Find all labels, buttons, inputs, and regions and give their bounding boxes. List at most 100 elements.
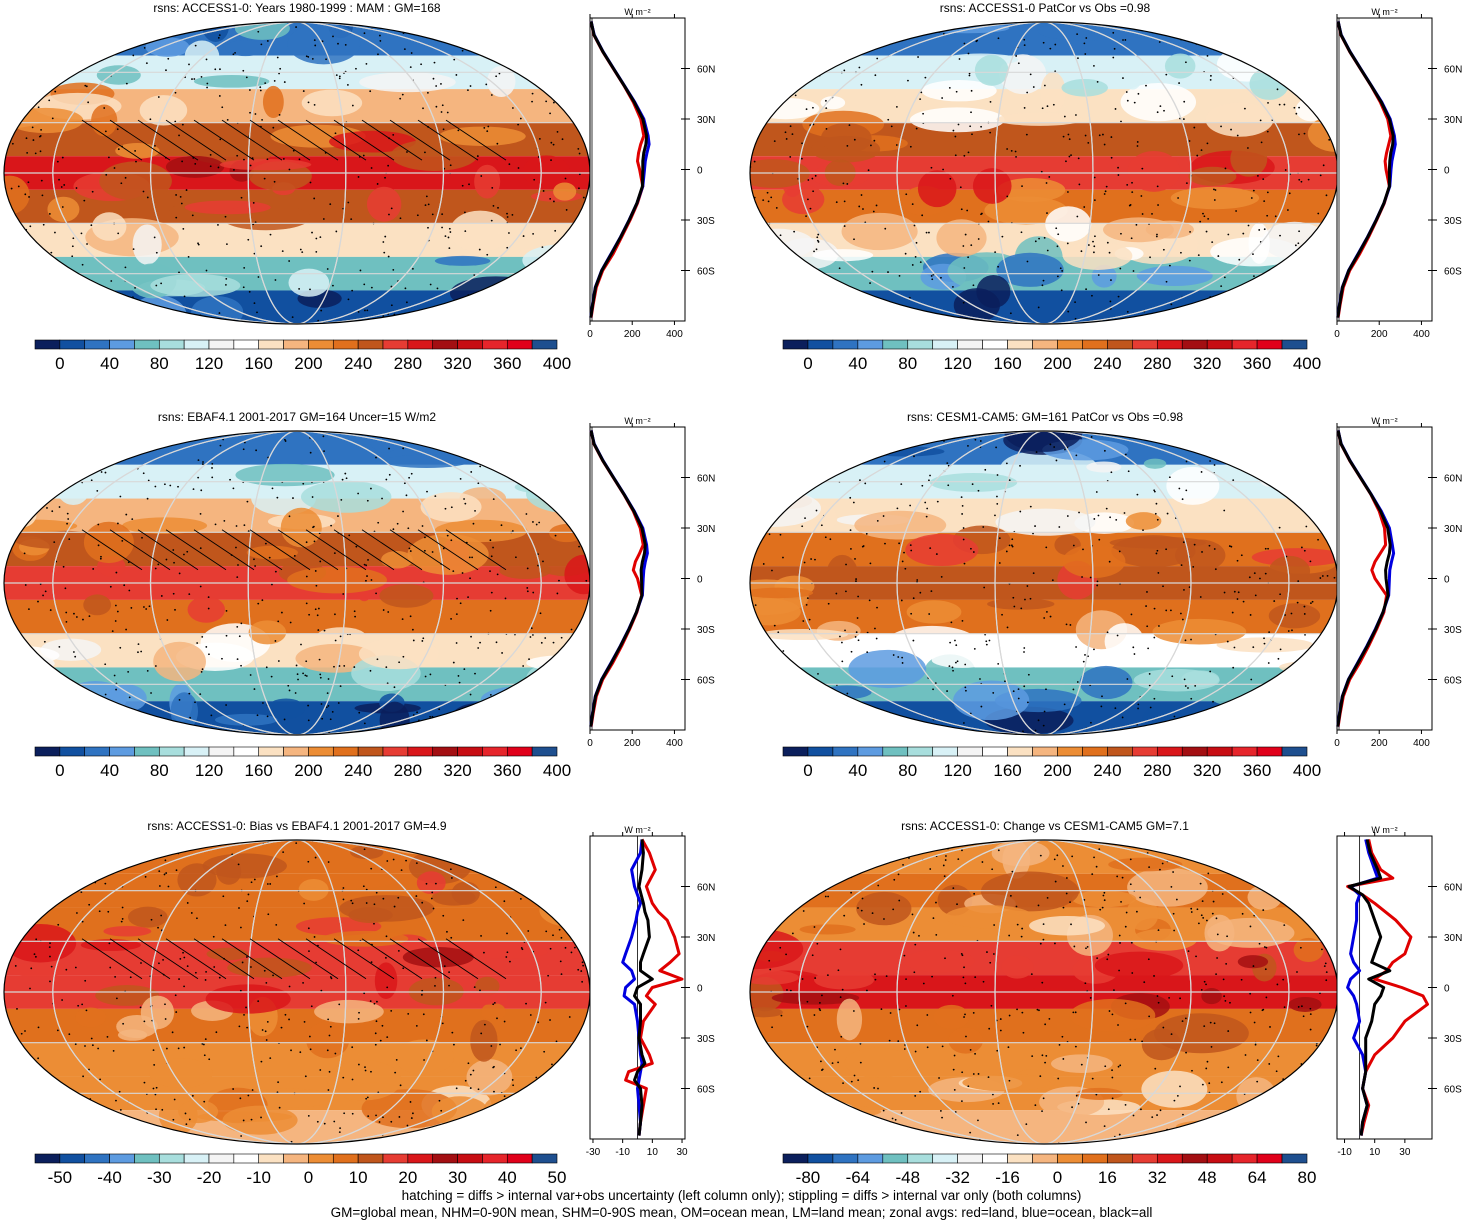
stipple-dot	[533, 178, 536, 181]
field-blob	[383, 454, 470, 468]
stipple-dot	[1182, 118, 1185, 120]
field-blob	[4, 868, 72, 906]
stipple-dot	[253, 302, 256, 304]
stipple-dot	[174, 120, 177, 123]
stipple-dot	[955, 644, 958, 647]
stipple-dot	[1156, 549, 1159, 552]
stipple-dot	[852, 716, 855, 718]
colorbar-tick-label: -32	[945, 1168, 970, 1187]
stipple-dot	[294, 692, 297, 694]
stipple-dot	[1244, 1054, 1247, 1056]
stipple-dot	[1273, 878, 1276, 881]
stipple-dot	[379, 40, 382, 42]
stipple-dot	[1029, 597, 1032, 600]
stipple-dot	[1021, 927, 1024, 930]
stipple-dot	[1214, 189, 1217, 191]
stipple-dot	[1225, 962, 1228, 965]
stipple-dot	[930, 166, 933, 169]
stipple-dot	[1249, 1011, 1252, 1014]
stipple-dot	[364, 309, 366, 312]
stipple-dot	[1137, 92, 1140, 95]
stipple-dot	[880, 1008, 883, 1011]
zonal-xtick-label: 400	[1413, 738, 1430, 749]
stipple-dot	[1258, 872, 1261, 875]
stipple-dot	[556, 592, 559, 595]
stipple-dot	[1039, 854, 1042, 857]
stipple-dot	[1248, 452, 1250, 455]
stipple-dot	[1296, 435, 1298, 438]
stipple-dot	[1163, 109, 1165, 112]
stipple-dot	[794, 94, 797, 97]
field-blob	[1120, 83, 1197, 122]
stipple-dot	[217, 166, 220, 169]
stipple-dot	[545, 930, 548, 933]
stipple-dot	[944, 957, 946, 960]
stipple-dot	[427, 226, 429, 229]
stipple-dot	[434, 882, 437, 885]
colorbar-swatch	[208, 1153, 235, 1164]
colorbar-swatch	[1007, 1153, 1033, 1164]
stipple-dot	[247, 530, 250, 533]
stipple-dot	[848, 124, 851, 127]
colorbar-swatch	[183, 746, 210, 757]
field-blob	[12, 1130, 107, 1144]
colorbar-swatch	[932, 746, 958, 757]
stipple-dot	[522, 235, 525, 237]
stipple-dot	[920, 91, 923, 94]
stipple-dot	[432, 77, 435, 80]
stipple-dot	[506, 212, 508, 215]
stipple-dot	[819, 1009, 822, 1012]
stipple-dot	[11, 698, 14, 701]
stipple-dot	[223, 519, 226, 522]
stipple-dot	[1041, 981, 1044, 984]
stipple-dot	[784, 131, 787, 134]
stipple-dot	[768, 684, 771, 687]
stipple-dot	[40, 54, 43, 56]
hatch-line	[333, 938, 395, 980]
hatch-line	[193, 119, 255, 161]
stipple-dot	[1291, 445, 1294, 447]
stipple-dot	[118, 1090, 121, 1093]
stipple-dot	[1006, 626, 1009, 629]
stipple-dot	[1203, 843, 1206, 845]
stipple-dot	[269, 424, 271, 426]
stipple-dot	[581, 961, 584, 964]
stipple-dot	[370, 487, 372, 490]
stipple-dot	[576, 105, 578, 108]
stipple-dot	[1009, 894, 1012, 897]
stipple-dot	[104, 663, 107, 666]
stipple-dot	[554, 534, 557, 537]
stipple-dot	[321, 40, 324, 43]
stipple-dot	[805, 215, 807, 217]
stipple-dot	[1314, 276, 1316, 278]
stipple-dot	[1154, 512, 1157, 515]
graticule-lon	[247, 431, 347, 735]
stipple-dot	[1126, 678, 1129, 680]
stipple-dot	[1038, 237, 1040, 240]
stipple-dot	[1120, 120, 1122, 123]
stipple-dot	[242, 1119, 245, 1122]
stipple-dot	[364, 1069, 367, 1072]
stipple-dot	[1184, 685, 1187, 687]
stipple-dot	[542, 190, 545, 192]
stipple-dot	[104, 871, 107, 874]
colorbar-swatch	[34, 746, 61, 757]
stipple-dot	[762, 1107, 765, 1110]
stipple-dot	[165, 872, 168, 874]
field-blob	[1122, 60, 1143, 90]
stipple-dot	[1292, 1117, 1295, 1120]
stipple-dot	[457, 129, 460, 132]
stipple-dot	[1206, 142, 1209, 145]
stipple-dot	[302, 672, 304, 675]
stipple-dot	[179, 195, 182, 198]
stipple-dot	[569, 315, 572, 318]
hatch-line	[389, 529, 451, 571]
stipple-dot	[2, 1064, 4, 1066]
stipple-dot	[1019, 510, 1022, 513]
stipple-dot	[116, 610, 119, 613]
stipple-dot	[1246, 706, 1249, 709]
stipple-dot	[928, 479, 930, 482]
stipple-dot	[1314, 707, 1317, 710]
stipple-dot	[571, 1050, 574, 1053]
stipple-dot	[1114, 108, 1117, 110]
